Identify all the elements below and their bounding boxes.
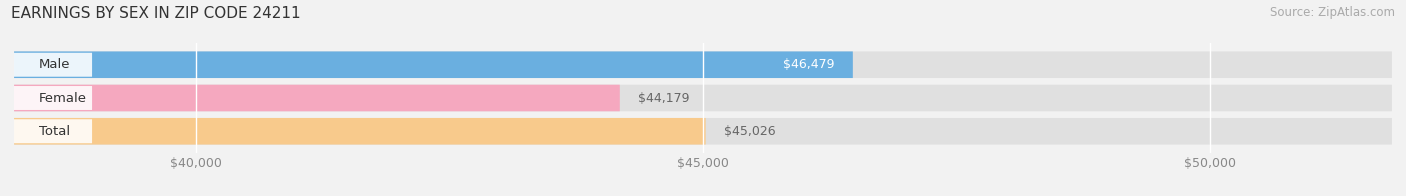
FancyBboxPatch shape [14,85,1392,111]
Text: Male: Male [39,58,70,71]
Text: Female: Female [39,92,87,104]
Text: $45,026: $45,026 [724,125,776,138]
Text: Source: ZipAtlas.com: Source: ZipAtlas.com [1270,6,1395,19]
Text: EARNINGS BY SEX IN ZIP CODE 24211: EARNINGS BY SEX IN ZIP CODE 24211 [11,6,301,21]
Text: Total: Total [39,125,70,138]
Text: $44,179: $44,179 [638,92,689,104]
FancyBboxPatch shape [0,53,91,77]
FancyBboxPatch shape [14,118,706,145]
FancyBboxPatch shape [0,86,91,110]
FancyBboxPatch shape [14,51,1392,78]
Text: $46,479: $46,479 [783,58,835,71]
FancyBboxPatch shape [14,51,853,78]
FancyBboxPatch shape [14,85,620,111]
FancyBboxPatch shape [0,119,91,143]
FancyBboxPatch shape [14,118,1392,145]
